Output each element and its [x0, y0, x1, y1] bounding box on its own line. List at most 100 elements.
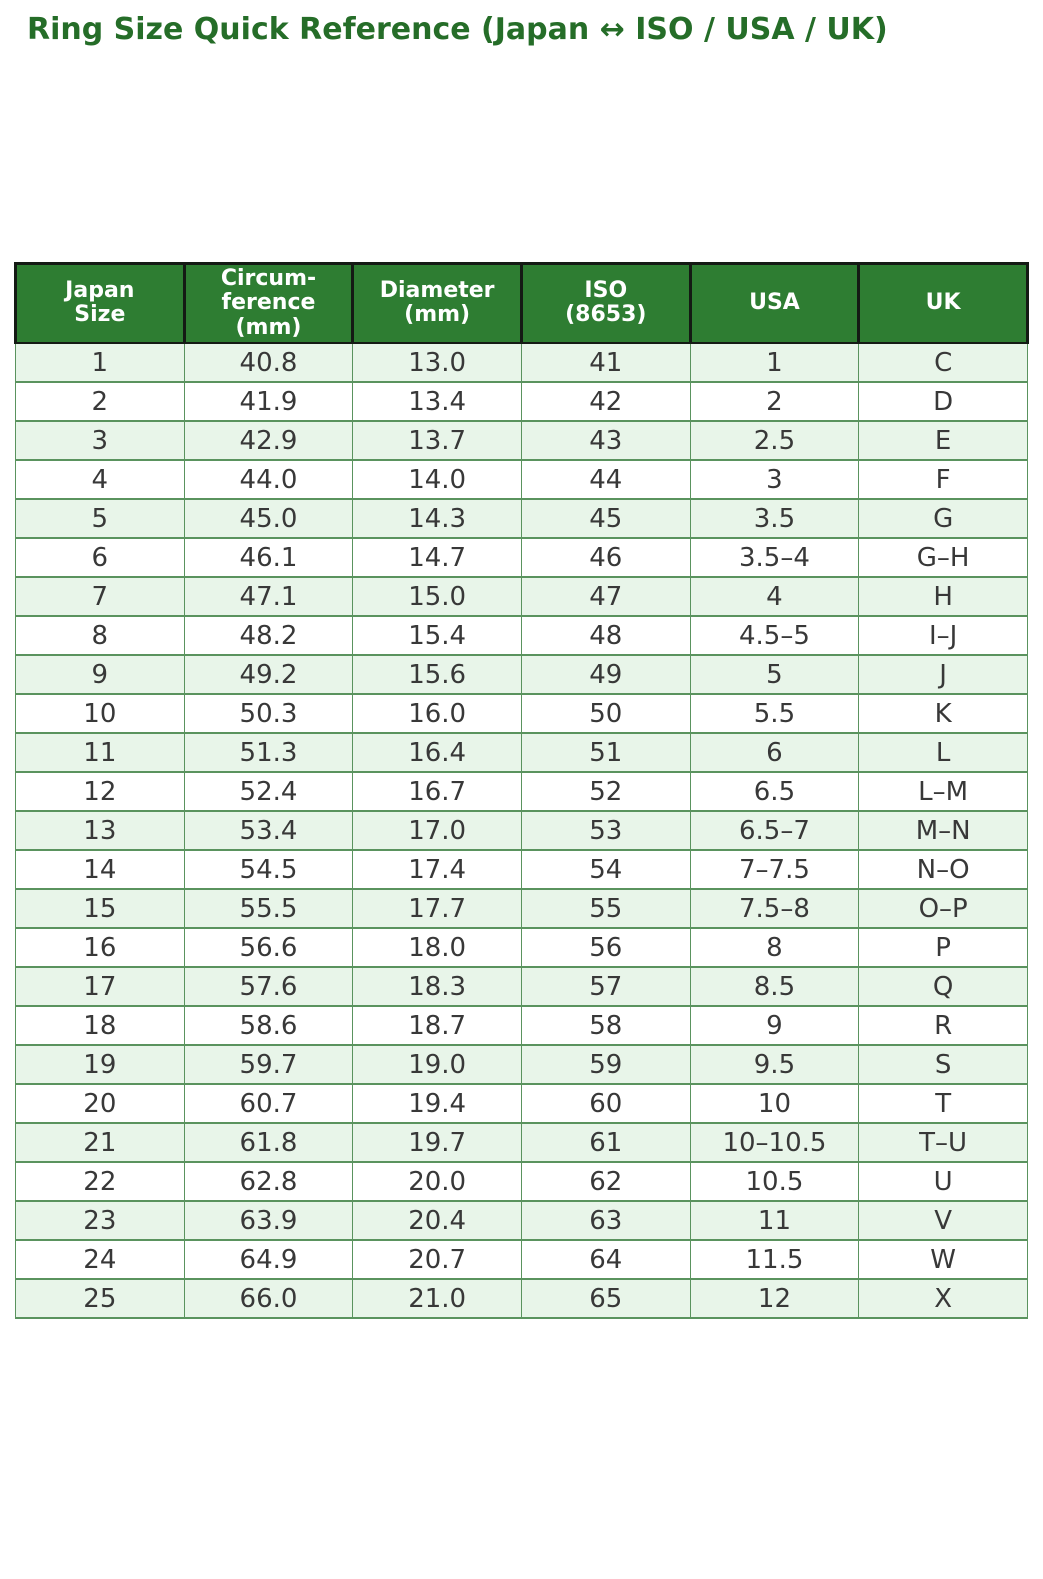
table-cell-usa: 3.5 — [689, 498, 860, 540]
table-row: 11 51.3 16.4 51 6 L — [15, 732, 1028, 774]
table-cell-iso-8653: 53 — [520, 810, 691, 852]
table-cell-uk: E — [858, 420, 1028, 462]
table-cell-iso-8653: 50 — [520, 693, 691, 735]
table-cell-usa: 8.5 — [689, 966, 860, 1008]
table-cell-usa: 8 — [689, 927, 860, 969]
table-cell-uk: L–M — [858, 771, 1028, 813]
table-cell-iso-8653: 64 — [520, 1239, 691, 1281]
table-cell-uk: N–O — [858, 849, 1028, 891]
table-cell-diameter-mm: 13.7 — [352, 420, 522, 462]
table-row: 7 47.1 15.0 47 4 H — [15, 576, 1028, 618]
table-cell-uk: F — [858, 459, 1028, 501]
table-cell-circumference-mm: 57.6 — [183, 966, 354, 1008]
table-cell-japan-size: 20 — [15, 1083, 185, 1125]
table-cell-usa: 4 — [689, 576, 860, 618]
table-cell-circumference-mm: 52.4 — [183, 771, 354, 813]
table-cell-usa: 11.5 — [689, 1239, 860, 1281]
table-cell-japan-size: 21 — [15, 1122, 185, 1164]
table-cell-uk: T–U — [858, 1122, 1028, 1164]
table-cell-usa: 7–7.5 — [689, 849, 860, 891]
table-cell-diameter-mm: 18.0 — [352, 927, 522, 969]
table-cell-japan-size: 12 — [15, 771, 185, 813]
table-cell-japan-size: 16 — [15, 927, 185, 969]
table-cell-japan-size: 1 — [15, 342, 185, 384]
table-cell-diameter-mm: 20.4 — [352, 1200, 522, 1242]
table-cell-iso-8653: 55 — [520, 888, 691, 930]
table-cell-iso-8653: 65 — [520, 1278, 691, 1320]
table-cell-japan-size: 8 — [15, 615, 185, 657]
table-cell-usa: 3 — [689, 459, 860, 501]
table-cell-japan-size: 9 — [15, 654, 185, 696]
table-row: 4 44.0 14.0 44 3 F — [15, 459, 1028, 501]
table-cell-iso-8653: 43 — [520, 420, 691, 462]
table-cell-usa: 10 — [689, 1083, 860, 1125]
table-cell-uk: M–N — [858, 810, 1028, 852]
table-cell-usa: 9 — [689, 1005, 860, 1047]
table-row: 12 52.4 16.7 52 6.5 L–M — [15, 771, 1028, 813]
table-cell-diameter-mm: 19.7 — [352, 1122, 522, 1164]
table-cell-japan-size: 18 — [15, 1005, 185, 1047]
table-cell-circumference-mm: 42.9 — [183, 420, 354, 462]
table-row: 18 58.6 18.7 58 9 R — [15, 1005, 1028, 1047]
table-cell-diameter-mm: 16.0 — [352, 693, 522, 735]
table-cell-diameter-mm: 20.7 — [352, 1239, 522, 1281]
table-cell-iso-8653: 42 — [520, 381, 691, 423]
table-cell-iso-8653: 59 — [520, 1044, 691, 1086]
table-cell-japan-size: 7 — [15, 576, 185, 618]
table-cell-circumference-mm: 62.8 — [183, 1161, 354, 1203]
table-cell-diameter-mm: 14.7 — [352, 537, 522, 579]
table-row: 20 60.7 19.4 60 10 T — [15, 1083, 1028, 1125]
table-cell-circumference-mm: 61.8 — [183, 1122, 354, 1164]
table-cell-diameter-mm: 17.0 — [352, 810, 522, 852]
table-cell-uk: S — [858, 1044, 1028, 1086]
table-row: 24 64.9 20.7 64 11.5 W — [15, 1239, 1028, 1281]
table-cell-japan-size: 11 — [15, 732, 185, 774]
table-cell-iso-8653: 56 — [520, 927, 691, 969]
column-header-iso-8653: ISO (8653) — [519, 261, 692, 345]
table-cell-usa: 10.5 — [689, 1161, 860, 1203]
table-cell-japan-size: 6 — [15, 537, 185, 579]
table-cell-iso-8653: 45 — [520, 498, 691, 540]
table-cell-uk: G–H — [858, 537, 1028, 579]
table-cell-circumference-mm: 54.5 — [183, 849, 354, 891]
table-cell-uk: X — [858, 1278, 1028, 1320]
table-row: 1 40.8 13.0 41 1 C — [15, 342, 1028, 384]
table-cell-japan-size: 19 — [15, 1044, 185, 1086]
table-cell-iso-8653: 54 — [520, 849, 691, 891]
table-cell-usa: 6.5–7 — [689, 810, 860, 852]
table-cell-japan-size: 17 — [15, 966, 185, 1008]
table-row: 13 53.4 17.0 53 6.5–7 M–N — [15, 810, 1028, 852]
table-cell-uk: I–J — [858, 615, 1028, 657]
table-row: 2 41.9 13.4 42 2 D — [15, 381, 1028, 423]
table-row: 16 56.6 18.0 56 8 P — [15, 927, 1028, 969]
header-row: Japan Size Circum-ference (mm) Diameter (mm) I… — [14, 261, 1029, 345]
table-cell-uk: H — [858, 576, 1028, 618]
table-cell-japan-size: 25 — [15, 1278, 185, 1320]
table-cell-diameter-mm: 16.7 — [352, 771, 522, 813]
table-cell-uk: K — [858, 693, 1028, 735]
table-cell-japan-size: 22 — [15, 1161, 185, 1203]
table-cell-iso-8653: 44 — [520, 459, 691, 501]
table-cell-uk: G — [858, 498, 1028, 540]
table-row: 23 63.9 20.4 63 11 V — [15, 1200, 1028, 1242]
table-cell-circumference-mm: 47.1 — [183, 576, 354, 618]
table-cell-iso-8653: 47 — [520, 576, 691, 618]
table-header: Japan Size Circum-ference (mm) Diameter (mm) I… — [14, 261, 1029, 345]
table-cell-japan-size: 23 — [15, 1200, 185, 1242]
table-cell-diameter-mm: 18.3 — [352, 966, 522, 1008]
table-cell-uk: T — [858, 1083, 1028, 1125]
table-cell-uk: L — [858, 732, 1028, 774]
table-row: 14 54.5 17.4 54 7–7.5 N–O — [15, 849, 1028, 891]
table-cell-iso-8653: 52 — [520, 771, 691, 813]
table-cell-iso-8653: 49 — [520, 654, 691, 696]
table-cell-iso-8653: 51 — [520, 732, 691, 774]
table-cell-usa: 11 — [689, 1200, 860, 1242]
table-cell-iso-8653: 63 — [520, 1200, 691, 1242]
table-cell-circumference-mm: 48.2 — [183, 615, 354, 657]
table-cell-uk: J — [858, 654, 1028, 696]
table-cell-diameter-mm: 16.4 — [352, 732, 522, 774]
table-row: 25 66.0 21.0 65 12 X — [15, 1278, 1028, 1320]
table-cell-usa: 6 — [689, 732, 860, 774]
table-cell-circumference-mm: 45.0 — [183, 498, 354, 540]
table-cell-circumference-mm: 51.3 — [183, 732, 354, 774]
